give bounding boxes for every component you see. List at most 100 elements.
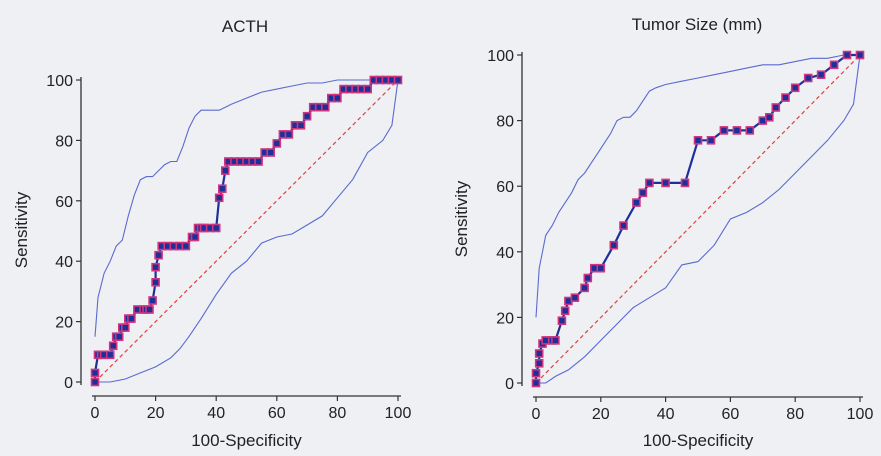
roc-point: [320, 102, 330, 112]
y-tick-label: 0: [505, 376, 514, 393]
roc-point: [645, 178, 654, 188]
y-tick-label: 0: [64, 375, 73, 392]
chart-title: Tumor Size (mm): [632, 15, 763, 34]
roc-point: [151, 262, 160, 272]
y-axis-label: Sensitivity: [12, 191, 31, 268]
roc-point: [638, 188, 648, 198]
x-axis-label: 100-Specificity: [643, 431, 754, 450]
roc-point: [829, 60, 839, 70]
roc-point: [680, 178, 690, 188]
y-tick-label: 40: [55, 254, 73, 271]
roc-point: [764, 113, 774, 122]
roc-point: [90, 377, 100, 387]
roc-point: [842, 50, 852, 60]
reference-diagonal-line: [535, 54, 861, 384]
roc-point: [632, 198, 641, 207]
y-tick-label: 100: [46, 73, 73, 90]
roc-point: [302, 111, 312, 121]
y-tick-label: 20: [496, 310, 514, 327]
y-tick-label: 60: [55, 194, 73, 211]
roc-point: [560, 306, 570, 316]
roc-point: [551, 336, 560, 345]
x-tick-label: 40: [207, 405, 225, 422]
roc-point: [693, 136, 703, 145]
roc-point: [284, 130, 294, 139]
roc-point: [127, 314, 136, 323]
ci-lower-line: [536, 54, 861, 384]
roc-point: [790, 83, 800, 93]
x-tick-label: 20: [147, 405, 165, 422]
roc-point: [661, 178, 670, 188]
roc-point: [580, 283, 589, 293]
roc-point: [596, 263, 606, 273]
roc-point: [333, 93, 342, 103]
roc-point: [190, 232, 200, 242]
ci-upper-line: [94, 79, 398, 337]
roc-point: [154, 250, 163, 260]
roc-point: [609, 240, 619, 250]
roc-point: [771, 103, 781, 112]
roc-point: [570, 293, 580, 303]
x-tick-label: 80: [329, 405, 347, 422]
roc-point: [181, 241, 191, 251]
roc-curve-line: [534, 53, 860, 383]
x-tick-label: 40: [657, 406, 675, 423]
roc-point: [583, 273, 593, 283]
roc-point: [706, 136, 716, 145]
y-tick-label: 20: [55, 315, 73, 332]
y-tick-label: 80: [496, 114, 514, 131]
x-tick-label: 60: [268, 405, 286, 422]
x-tick-label: 0: [532, 406, 541, 423]
roc-point: [105, 350, 115, 360]
roc-point: [363, 84, 373, 94]
roc-point: [211, 223, 221, 233]
x-axis-label: 100-Specificity: [191, 431, 302, 450]
roc-point: [266, 148, 276, 157]
x-tick-label: 80: [786, 406, 804, 423]
roc-point: [531, 378, 541, 388]
acth-roc-panel: ACTH 0 0 20 20 40 40 60 60 80 80 100 100 100-Specific…: [12, 17, 411, 450]
x-tick-label: 0: [91, 405, 100, 422]
y-tick-label: 40: [496, 245, 514, 262]
roc-point: [719, 126, 729, 135]
y-axis-label: Sensitivity: [452, 180, 471, 257]
roc-point: [218, 184, 227, 193]
ci-lower-line: [95, 79, 399, 383]
x-tick-label: 60: [722, 406, 740, 423]
y-tick-label: 60: [496, 179, 514, 196]
roc-point: [151, 277, 160, 287]
roc-point: [114, 332, 124, 342]
roc-point: [557, 316, 567, 326]
x-tick-label: 20: [592, 406, 610, 423]
roc-point: [781, 93, 790, 102]
x-tick-label: 100: [385, 405, 412, 422]
roc-point: [214, 193, 224, 203]
y-tick-label: 80: [55, 133, 73, 150]
roc-point: [221, 166, 230, 175]
roc-point: [393, 75, 403, 85]
roc-point: [619, 221, 628, 230]
roc-point: [531, 368, 541, 378]
roc-point: [296, 121, 306, 130]
roc-point: [803, 73, 813, 83]
roc-point: [148, 296, 157, 305]
roc-point: [534, 358, 544, 368]
roc-point: [534, 349, 544, 358]
roc-point: [816, 70, 826, 79]
roc-point: [90, 368, 100, 378]
reference-diagonal-line: [94, 79, 399, 383]
roc-point: [108, 341, 118, 351]
roc-point: [745, 126, 755, 135]
roc-point: [272, 139, 282, 148]
roc-point: [145, 305, 154, 314]
roc-point: [121, 323, 130, 332]
y-tick-label: 100: [487, 48, 514, 65]
x-tick-label: 100: [847, 406, 874, 423]
roc-point: [254, 157, 263, 166]
roc-point: [855, 50, 865, 60]
roc-point: [732, 126, 742, 135]
tumor-size-roc-panel: Tumor Size (mm) 0 0 20 20 40 40 60 60 80 80 100 100 1…: [452, 15, 873, 450]
ci-upper-line: [535, 54, 860, 318]
chart-title: ACTH: [222, 17, 268, 36]
